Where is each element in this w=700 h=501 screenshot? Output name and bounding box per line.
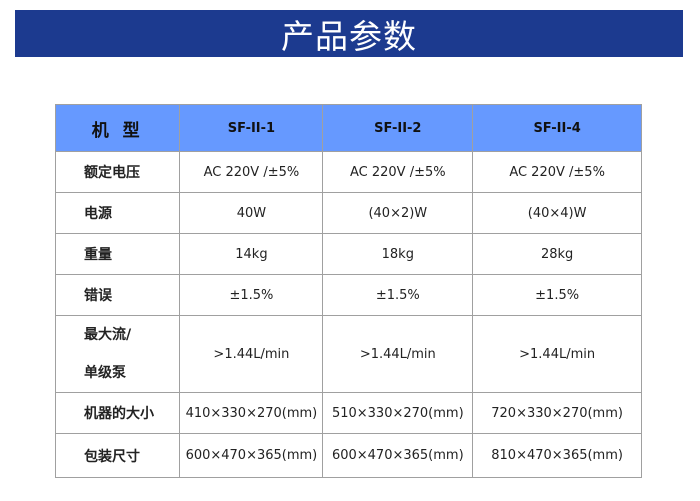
row-label: 额定电压 xyxy=(54,151,181,193)
table-row: 包装尺寸 600×470×365(mm) 600×470×365(mm) 810… xyxy=(54,433,642,478)
cell: 28kg xyxy=(472,233,642,275)
cell: >1.44L/min xyxy=(322,315,474,393)
cell: 14kg xyxy=(179,233,324,275)
cell: 810×470×365(mm) xyxy=(472,433,642,478)
cell: 510×330×270(mm) xyxy=(322,392,474,434)
cell: ±1.5% xyxy=(322,274,474,316)
header-model: 机 型 xyxy=(54,104,181,152)
header-sf-ii-4: SF-II-4 xyxy=(472,104,642,152)
spec-table: 机 型 SF-II-1 SF-II-2 SF-II-4 额定电压 AC 220V… xyxy=(54,104,642,478)
row-label-line2: 单级泵 xyxy=(84,365,126,381)
cell: AC 220V /±5% xyxy=(179,151,324,193)
cell: ±1.5% xyxy=(472,274,642,316)
row-label: 包装尺寸 xyxy=(54,433,181,478)
row-label: 重量 xyxy=(54,233,181,275)
cell: AC 220V /±5% xyxy=(322,151,474,193)
row-label: 错误 xyxy=(54,274,181,316)
table-row: 电源 40W (40×2)W (40×4)W xyxy=(54,192,642,234)
table-row: 最大流/单级泵 >1.44L/min >1.44L/min >1.44L/min xyxy=(54,315,642,393)
cell: AC 220V /±5% xyxy=(472,151,642,193)
row-label: 机器的大小 xyxy=(54,392,181,434)
cell: 40W xyxy=(179,192,324,234)
header-sf-ii-2: SF-II-2 xyxy=(322,104,474,152)
cell: 720×330×270(mm) xyxy=(472,392,642,434)
cell: (40×2)W xyxy=(322,192,474,234)
page-title-banner: 产品参数 xyxy=(15,10,683,57)
row-label: 电源 xyxy=(54,192,181,234)
cell: (40×4)W xyxy=(472,192,642,234)
cell: 600×470×365(mm) xyxy=(322,433,474,478)
page-title: 产品参数 xyxy=(281,16,417,56)
cell: ±1.5% xyxy=(179,274,324,316)
table-row: 机器的大小 410×330×270(mm) 510×330×270(mm) 72… xyxy=(54,392,642,434)
cell: 410×330×270(mm) xyxy=(179,392,324,434)
row-label: 最大流/单级泵 xyxy=(54,315,181,393)
table-row: 重量 14kg 18kg 28kg xyxy=(54,233,642,275)
cell: 18kg xyxy=(322,233,474,275)
cell: 600×470×365(mm) xyxy=(179,433,324,478)
table-header-row: 机 型 SF-II-1 SF-II-2 SF-II-4 xyxy=(54,104,642,152)
cell: >1.44L/min xyxy=(179,315,324,393)
cell: >1.44L/min xyxy=(472,315,642,393)
table-row: 额定电压 AC 220V /±5% AC 220V /±5% AC 220V /… xyxy=(54,151,642,193)
table-row: 错误 ±1.5% ±1.5% ±1.5% xyxy=(54,274,642,316)
header-sf-ii-1: SF-II-1 xyxy=(179,104,324,152)
row-label-line1: 最大流/ xyxy=(84,327,132,343)
